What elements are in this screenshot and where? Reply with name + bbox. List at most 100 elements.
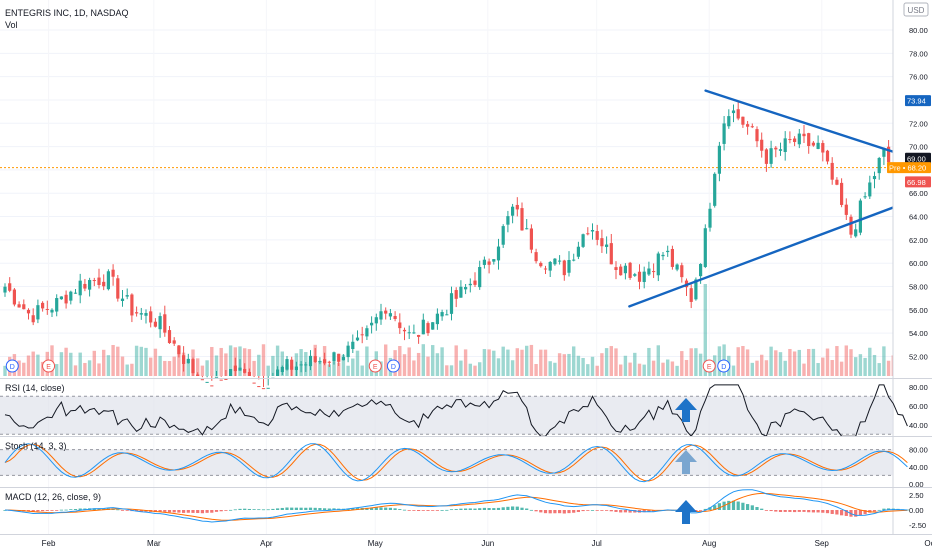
stoch-pane[interactable]: Stoch (14, 3, 3) 80.00 40.00 0.00 (0, 436, 932, 490)
volume-bar (149, 357, 153, 376)
candle-body (454, 290, 458, 299)
volume-bar (825, 348, 830, 376)
candle-body (308, 355, 313, 367)
candle-body (637, 271, 642, 282)
candle-body (619, 266, 623, 276)
price-ticks: 80.0078.0076.0074.0072.0070.0068.0066.00… (909, 26, 928, 361)
candle-body (233, 365, 237, 372)
volume-bar (247, 349, 252, 376)
volume-bar (337, 362, 341, 376)
candle-body (285, 359, 289, 370)
candle-body (543, 268, 548, 270)
candle-body (276, 369, 280, 376)
osc-tick-label: 2.50 (909, 491, 924, 500)
candle-body (572, 259, 576, 261)
candle-body (172, 340, 176, 344)
dividend-marker[interactable]: D (386, 359, 400, 373)
volume-bar (736, 347, 740, 376)
volume-bar (167, 361, 172, 376)
macd-hist-bar (125, 510, 129, 511)
price-tick-label: 52.00 (909, 352, 928, 361)
macd-pane[interactable]: MACD (12, 26, close, 9) 2.50 0.00 -2.50 (0, 487, 932, 531)
candle-body (567, 260, 571, 273)
volume-bar (510, 360, 515, 376)
candle-body (858, 200, 862, 233)
macd-hist-bar (45, 510, 49, 511)
dividend-marker[interactable]: D (5, 359, 19, 373)
candle-body (431, 322, 435, 330)
volume-bar (534, 363, 538, 376)
candle-body (769, 148, 773, 164)
volume-bar (886, 360, 891, 376)
macd-hist-bar (64, 509, 68, 511)
macd-hist-bar (323, 508, 327, 510)
macd-hist-bar (708, 507, 712, 510)
candle-body (863, 196, 867, 198)
candle-body (365, 328, 369, 337)
macd-hist-bar (511, 506, 515, 510)
macd-hist-bar (793, 510, 797, 513)
macd-hist-bar (614, 510, 618, 512)
volume-bar (384, 344, 388, 376)
macd-hist-bar (308, 507, 313, 510)
macd-hist-bar (412, 510, 416, 511)
earnings-marker[interactable]: E (42, 359, 56, 373)
price-badge-label: Pre • 68.20 (889, 164, 926, 173)
macd-hist-bar (36, 510, 40, 512)
macd-hist-bar (548, 510, 552, 514)
macd-hist-bar (835, 510, 839, 515)
volume-bar (365, 346, 369, 376)
macd-hist-bar (280, 507, 284, 510)
price-axis[interactable]: USD 80.0078.0076.0074.0072.0070.0068.006… (887, 0, 932, 550)
earnings-marker[interactable]: E (702, 359, 716, 373)
earnings-marker[interactable]: E (368, 359, 382, 373)
price-tick-label: 62.00 (909, 236, 928, 245)
price-badge (905, 95, 931, 107)
candle-body (412, 332, 416, 334)
candle-body (337, 353, 341, 362)
candle-body (88, 279, 92, 290)
time-label: Apr (260, 539, 273, 548)
time-label: Jun (481, 539, 494, 548)
dividend-marker[interactable]: D (717, 359, 731, 373)
time-axis-labels: FebMarAprMayJunJulAugSepOctNovDec202 (42, 539, 932, 548)
volume-bar (647, 347, 651, 376)
macd-hist-bar (290, 507, 294, 510)
volume-bar (802, 363, 806, 376)
volume-bar (449, 365, 454, 376)
candle-body (64, 294, 68, 304)
volume-bar (769, 346, 773, 376)
macd-hist-bar (830, 510, 834, 514)
macd-hist-bar (576, 510, 580, 513)
volume-bar (600, 353, 604, 376)
macd-hist-bar (619, 510, 623, 513)
macd-hist-bar (384, 507, 388, 510)
macd-hist-bar (642, 510, 646, 513)
volume-bar (515, 348, 519, 376)
volume-bar (139, 346, 143, 376)
candle-body (445, 314, 449, 316)
macd-hist-bar (120, 510, 125, 511)
currency-badge[interactable] (903, 2, 929, 17)
candle-body (680, 265, 684, 278)
candle-body (163, 314, 167, 333)
candle-body (727, 116, 731, 127)
candle-body (83, 283, 87, 289)
volume-bar (637, 363, 642, 376)
candle-body (379, 311, 383, 320)
candle-body (407, 332, 411, 334)
time-axis[interactable]: FebMarAprMayJunJulAugSepOctNovDec202 (0, 534, 932, 549)
marker-letter: E (373, 364, 378, 371)
candle-body (694, 279, 698, 300)
volume-bar (783, 360, 787, 376)
rsi-pane[interactable]: RSI (14, close) 80.00 60.00 40.00 (0, 378, 932, 438)
volume-bar (797, 349, 801, 376)
volume-bar (680, 351, 684, 376)
macd-hist-bar (78, 508, 82, 510)
volume-bar (224, 353, 228, 376)
candle-body (332, 352, 336, 361)
